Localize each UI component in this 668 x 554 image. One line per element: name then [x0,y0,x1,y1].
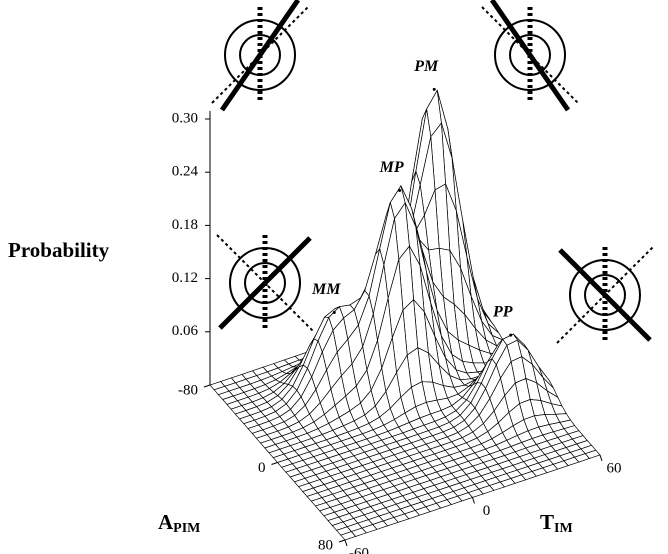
newman-icon [482,0,578,110]
peak-label: MM [311,281,341,298]
z-tick-label: 0.12 [172,270,198,286]
z-tick-label: 0.30 [172,110,198,126]
y-tick-label: 60 [607,460,622,476]
y-axis-label: TIM [540,510,573,536]
x-axis-label-sub: PIM [173,521,200,536]
x-tick [204,385,210,387]
peak-label: MP [379,159,404,176]
y-axis-label-main: T [540,510,554,534]
chart: Probability APIM TIM 0.06 0.12 0.18 0.24 0.3… [0,0,668,554]
y-axis-label-sub: IM [554,521,573,536]
y-tick [473,498,475,504]
x-tick-label: -80 [178,382,198,398]
y-tick [345,540,347,546]
x-axis-label: APIM [158,510,200,536]
peak-point [333,311,336,314]
y-tick [600,455,602,461]
z-tick-label: 0.24 [172,164,199,180]
peak-label: PP [492,304,513,321]
y-tick-label: -60 [349,545,369,554]
x-tick [272,463,278,465]
x-tick-label: 0 [258,460,266,476]
x-tick [339,540,345,542]
x-axis-label-main: A [158,510,174,534]
z-tick-label: 0.18 [172,217,198,233]
z-tick-label: 0.06 [172,323,199,339]
newman-icon [557,247,653,343]
peak-label: PM [413,58,439,75]
y-tick-label: 0 [483,503,491,519]
peak-point [398,189,401,192]
peak-point [433,88,436,91]
newman-icon [212,0,308,110]
newman-icon [217,235,313,331]
z-axis-label: Probability [8,238,110,262]
x-tick-label: 80 [318,537,333,553]
peak-point [509,334,512,337]
